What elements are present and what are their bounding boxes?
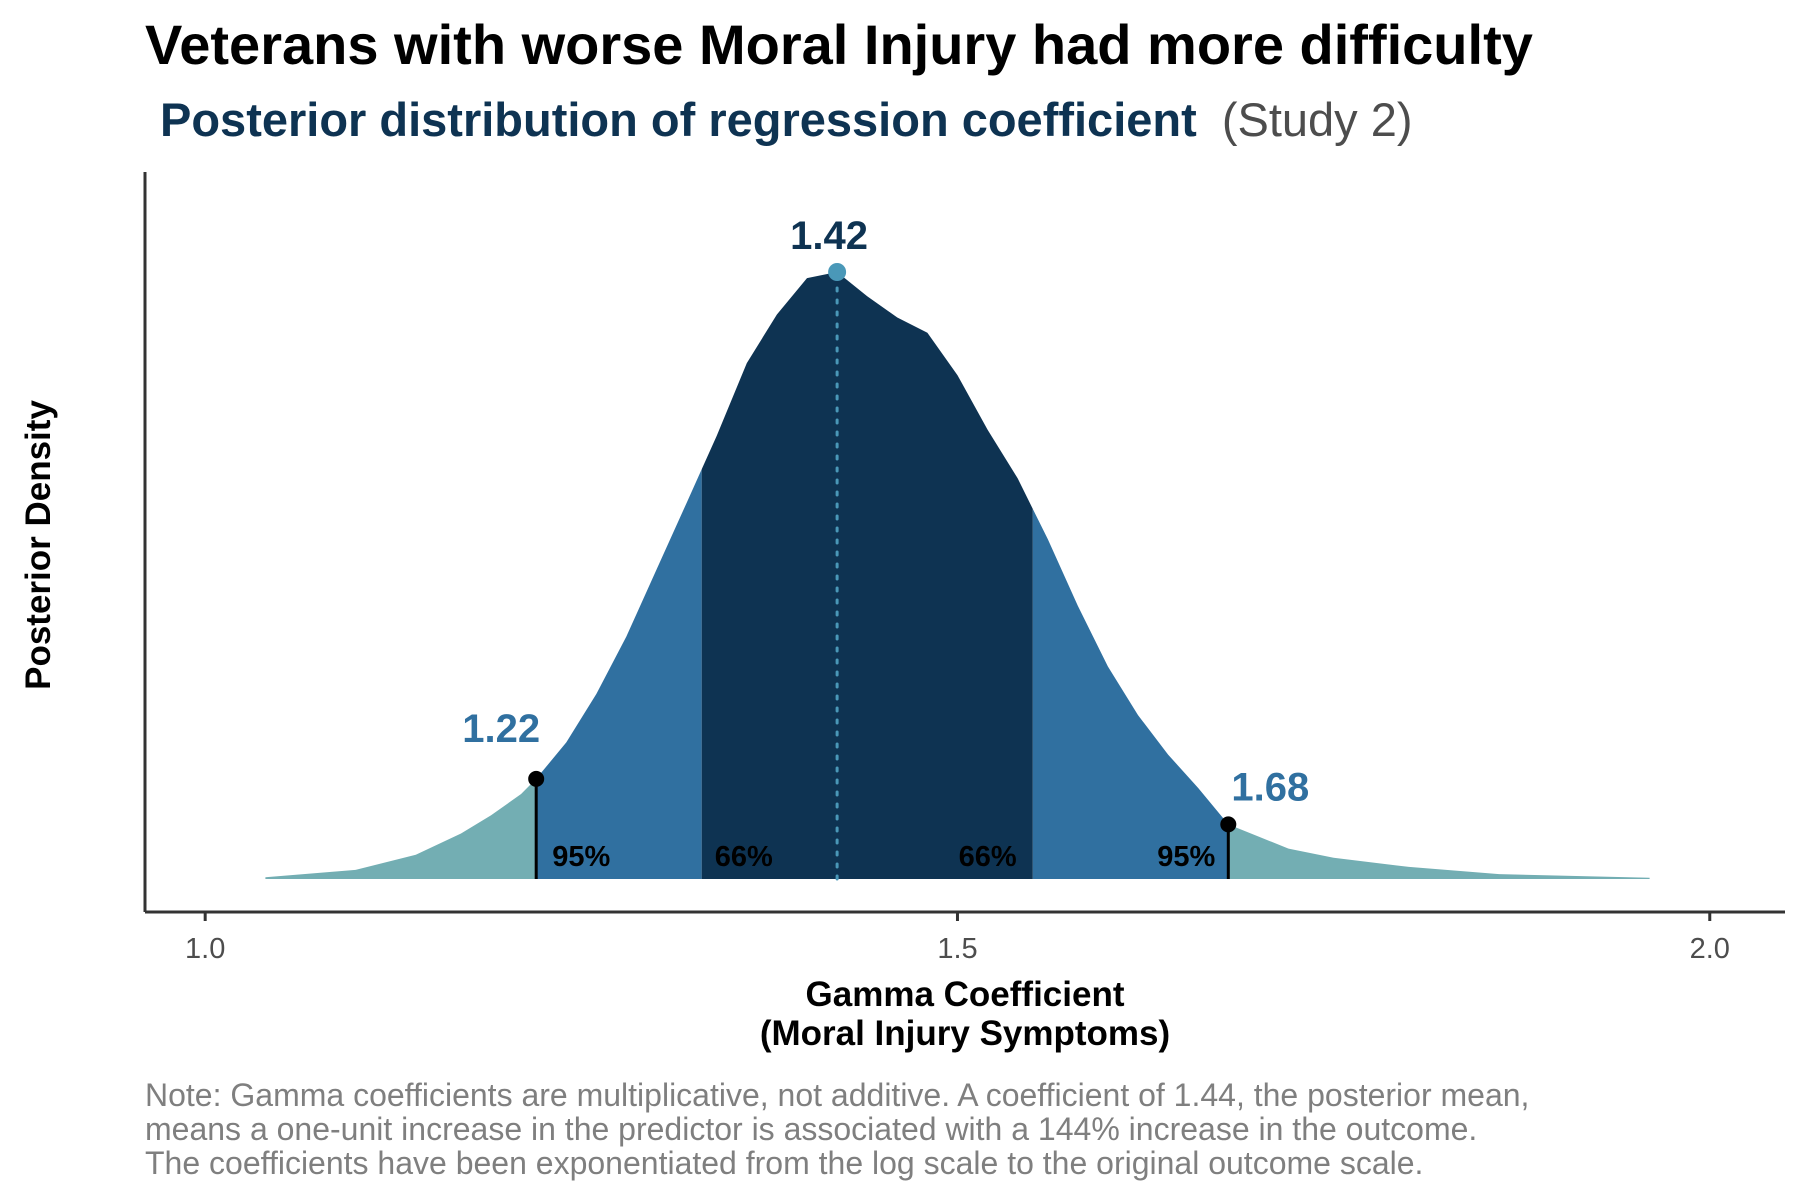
x-tick-label: 1.0 [185, 933, 225, 965]
density-marks: 1.42 1.22 1.68 95% 66% 66% 95% [265, 214, 1650, 881]
chart-title: Veterans with worse Moral Injury had mor… [145, 13, 1533, 76]
upper-bound-point [1220, 816, 1237, 833]
density-tail-left [265, 778, 537, 879]
pct-66-left: 66% [715, 841, 773, 873]
note-line-2: means a one-unit increase in the predict… [145, 1111, 1477, 1147]
density-tail-right [1228, 824, 1650, 879]
density-95-left [536, 469, 702, 879]
median-point [828, 263, 847, 281]
pct-95-left: 95% [552, 841, 610, 873]
density-95-right [1032, 508, 1229, 879]
y-axis-title: Posterior Density [19, 400, 58, 690]
lower-bound-label: 1.22 [462, 707, 540, 751]
subtitle-main: Posterior distribution of regression coe… [160, 93, 1197, 146]
x-tick-label: 2.0 [1690, 933, 1730, 965]
density-66-band [701, 272, 1033, 879]
x-axis-title-line2: (Moral Injury Symptoms) [760, 1014, 1170, 1053]
note-line-1: Note: Gamma coefficients are multiplicat… [145, 1077, 1529, 1113]
x-tick-label: 1.5 [937, 933, 977, 965]
x-axis-ticks: 1.0 1.5 2.0 [185, 912, 1730, 965]
pct-95-right: 95% [1157, 841, 1215, 873]
lower-bound-point [528, 770, 545, 787]
subtitle-study: (Study 2) [1222, 93, 1413, 146]
x-axis-title-line1: Gamma Coefficient [806, 975, 1125, 1014]
upper-bound-label: 1.68 [1231, 765, 1309, 809]
note-line-3: The coefficients have been exponentiated… [145, 1145, 1423, 1181]
chart-subtitle: Posterior distribution of regression coe… [160, 93, 1413, 146]
pct-66-right: 66% [959, 841, 1017, 873]
median-label: 1.42 [790, 214, 868, 258]
